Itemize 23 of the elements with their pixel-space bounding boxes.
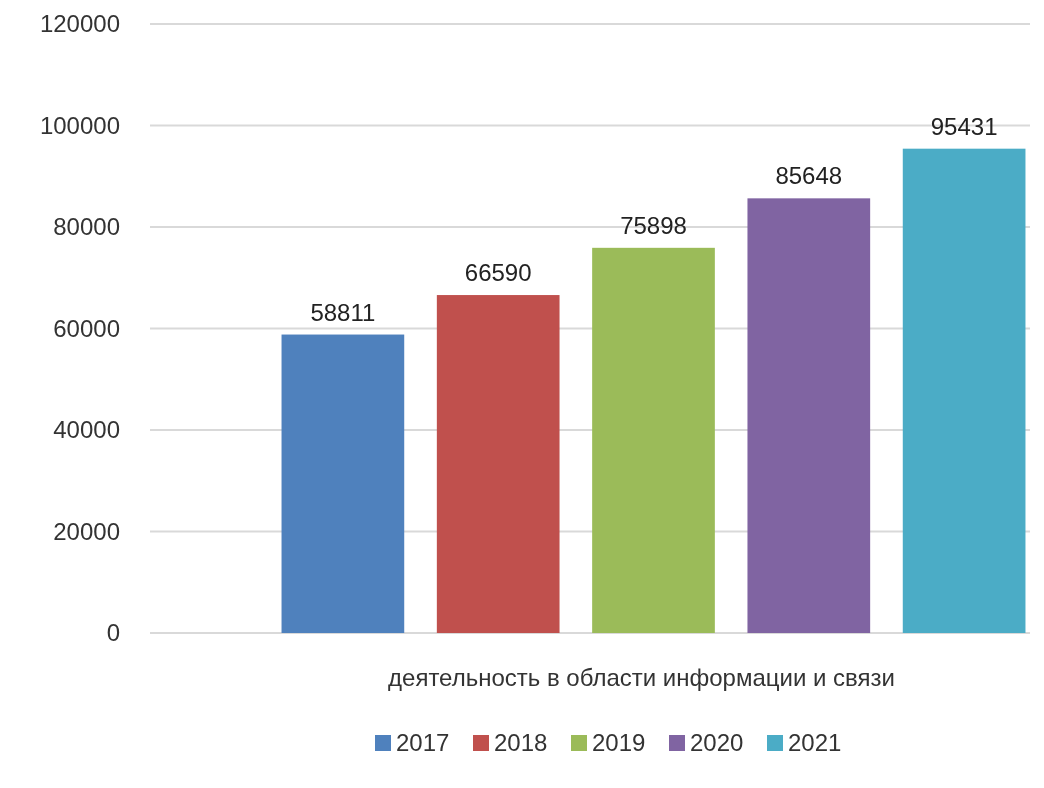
- y-tick-label: 60000: [53, 314, 120, 342]
- bar: [902, 148, 1026, 633]
- bar: [747, 198, 871, 633]
- x-tick-label: деятельность в области информации и связи: [388, 664, 895, 691]
- y-tick-label: 20000: [53, 517, 120, 545]
- legend-label: 2020: [690, 729, 744, 757]
- bar: [592, 247, 715, 633]
- y-tick-label: 80000: [53, 213, 120, 241]
- bar: [281, 334, 405, 633]
- data-label: 58811: [310, 298, 376, 326]
- data-label: 95431: [930, 112, 998, 140]
- legend-label: 2018: [494, 729, 548, 757]
- legend-label: 2021: [788, 729, 842, 757]
- data-label: 75898: [620, 211, 687, 239]
- y-tick-label: 0: [106, 619, 120, 647]
- y-tick-label: 40000: [53, 416, 120, 444]
- y-tick-label: 100000: [39, 111, 120, 139]
- legend-label: 2019: [592, 729, 646, 757]
- bar: [436, 295, 560, 633]
- y-tick-label: 120000: [39, 10, 120, 38]
- data-label: 85648: [775, 162, 843, 190]
- data-label: 66590: [464, 259, 532, 287]
- legend-label: 2017: [396, 729, 450, 757]
